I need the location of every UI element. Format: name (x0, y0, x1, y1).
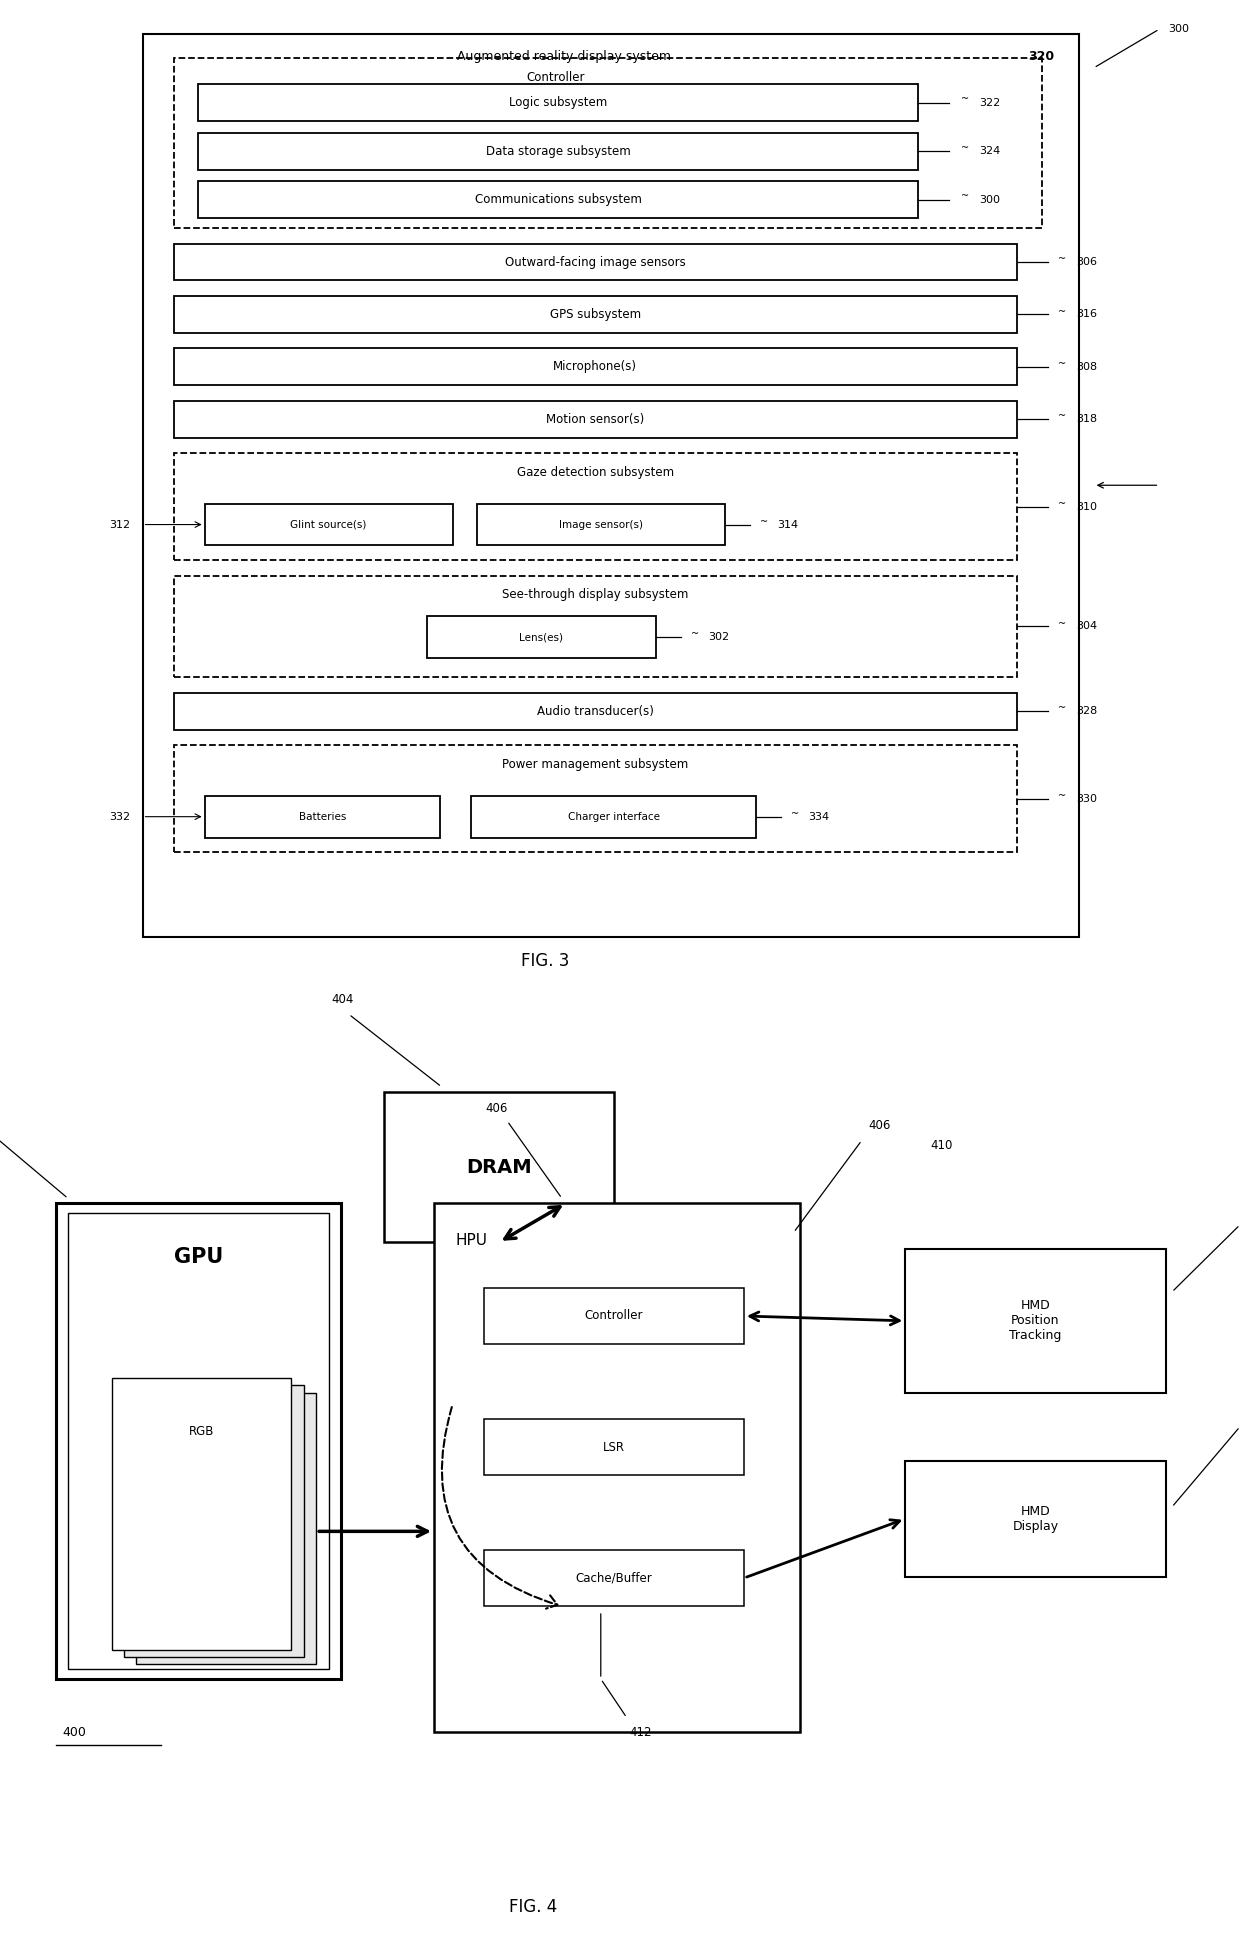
Bar (174, 400, 1017, 439)
Bar (174, 454, 1017, 561)
Bar (198, 181, 918, 217)
Text: 300: 300 (980, 194, 1001, 206)
Text: 334: 334 (808, 811, 830, 821)
Bar (205, 796, 440, 839)
Text: 310: 310 (1076, 501, 1097, 512)
Bar (136, 1394, 316, 1665)
Text: Microphone(s): Microphone(s) (553, 361, 637, 373)
Text: 412: 412 (630, 1726, 652, 1739)
Text: Glint source(s): Glint source(s) (290, 520, 367, 530)
Bar (905, 1460, 1166, 1576)
Text: ~: ~ (1058, 619, 1066, 629)
FancyArrowPatch shape (441, 1407, 557, 1609)
Text: ~: ~ (961, 190, 970, 202)
Text: 300: 300 (1168, 23, 1189, 35)
Bar (174, 58, 1042, 227)
Bar (174, 693, 1017, 730)
Text: ~: ~ (1058, 411, 1066, 421)
Text: Controller: Controller (584, 1310, 644, 1322)
Text: ~: ~ (1058, 790, 1066, 802)
Text: Audio transducer(s): Audio transducer(s) (537, 705, 653, 718)
Text: Cache/Buffer: Cache/Buffer (575, 1572, 652, 1584)
Text: 320: 320 (1028, 50, 1055, 62)
Text: LSR: LSR (603, 1440, 625, 1454)
Text: 314: 314 (777, 520, 799, 530)
Text: 322: 322 (980, 97, 1001, 109)
Bar (198, 83, 918, 120)
Bar (384, 1091, 614, 1242)
Bar (484, 1549, 744, 1605)
Text: ~: ~ (961, 142, 970, 153)
Text: Batteries: Batteries (299, 811, 346, 821)
Text: 316: 316 (1076, 309, 1097, 320)
Text: 304: 304 (1076, 621, 1097, 631)
Text: ~: ~ (961, 93, 970, 105)
Text: Power management subsystem: Power management subsystem (502, 759, 688, 771)
Text: 404: 404 (331, 994, 353, 1005)
Text: 330: 330 (1076, 794, 1097, 804)
Text: ~: ~ (760, 516, 769, 526)
Text: 328: 328 (1076, 707, 1097, 716)
Text: Outward-facing image sensors: Outward-facing image sensors (505, 256, 686, 268)
Text: GPU: GPU (174, 1246, 223, 1267)
Text: DRAM: DRAM (466, 1157, 532, 1176)
Text: 324: 324 (980, 146, 1001, 157)
Text: 312: 312 (109, 520, 130, 530)
Bar (174, 243, 1017, 280)
Text: FIG. 3: FIG. 3 (521, 951, 570, 970)
Text: 406: 406 (868, 1120, 890, 1132)
Text: FIG. 4: FIG. 4 (510, 1898, 557, 1916)
Text: See-through display subsystem: See-through display subsystem (502, 588, 688, 602)
Bar (198, 132, 918, 169)
Text: Lens(es): Lens(es) (520, 633, 563, 642)
Text: 410: 410 (930, 1139, 952, 1151)
Bar (174, 349, 1017, 384)
Text: ~: ~ (791, 809, 800, 819)
Text: 318: 318 (1076, 413, 1097, 425)
Bar (484, 1419, 744, 1475)
Text: ~: ~ (1058, 307, 1066, 316)
Text: 308: 308 (1076, 361, 1097, 373)
Bar (477, 503, 725, 545)
Bar (484, 1289, 744, 1343)
Text: 400: 400 (62, 1726, 86, 1739)
Text: Augmented reality display system: Augmented reality display system (456, 50, 671, 62)
Text: 406: 406 (485, 1102, 507, 1114)
Text: Controller: Controller (526, 72, 585, 83)
Bar (905, 1250, 1166, 1394)
Bar (124, 1386, 304, 1658)
Text: ~: ~ (1058, 499, 1066, 509)
Bar (174, 745, 1017, 852)
Bar (205, 503, 453, 545)
Text: ~: ~ (1058, 359, 1066, 369)
Text: GPS subsystem: GPS subsystem (549, 309, 641, 320)
Text: ~: ~ (1058, 703, 1066, 714)
Text: HPU: HPU (455, 1233, 487, 1248)
Bar (174, 295, 1017, 334)
Text: Charger interface: Charger interface (568, 811, 660, 821)
Text: 302: 302 (708, 633, 729, 642)
Text: Motion sensor(s): Motion sensor(s) (546, 413, 645, 425)
Text: Communications subsystem: Communications subsystem (475, 194, 641, 206)
Bar (56, 1203, 341, 1679)
Text: ~: ~ (691, 629, 699, 639)
Bar (471, 796, 756, 839)
Text: Gaze detection subsystem: Gaze detection subsystem (517, 466, 673, 479)
Text: 332: 332 (109, 811, 130, 821)
Bar (427, 615, 656, 658)
Bar (68, 1213, 329, 1669)
Text: RGB: RGB (188, 1425, 215, 1438)
Bar (434, 1203, 800, 1731)
Text: HMD
Display: HMD Display (1012, 1504, 1059, 1533)
Text: Logic subsystem: Logic subsystem (508, 97, 608, 109)
Text: ~: ~ (1058, 254, 1066, 264)
Text: Image sensor(s): Image sensor(s) (559, 520, 644, 530)
Bar (112, 1378, 291, 1650)
Text: 306: 306 (1076, 256, 1097, 268)
Text: HMD
Position
Tracking: HMD Position Tracking (1009, 1299, 1061, 1343)
Text: Data storage subsystem: Data storage subsystem (486, 146, 630, 157)
Bar (143, 33, 1079, 938)
Bar (174, 576, 1017, 677)
